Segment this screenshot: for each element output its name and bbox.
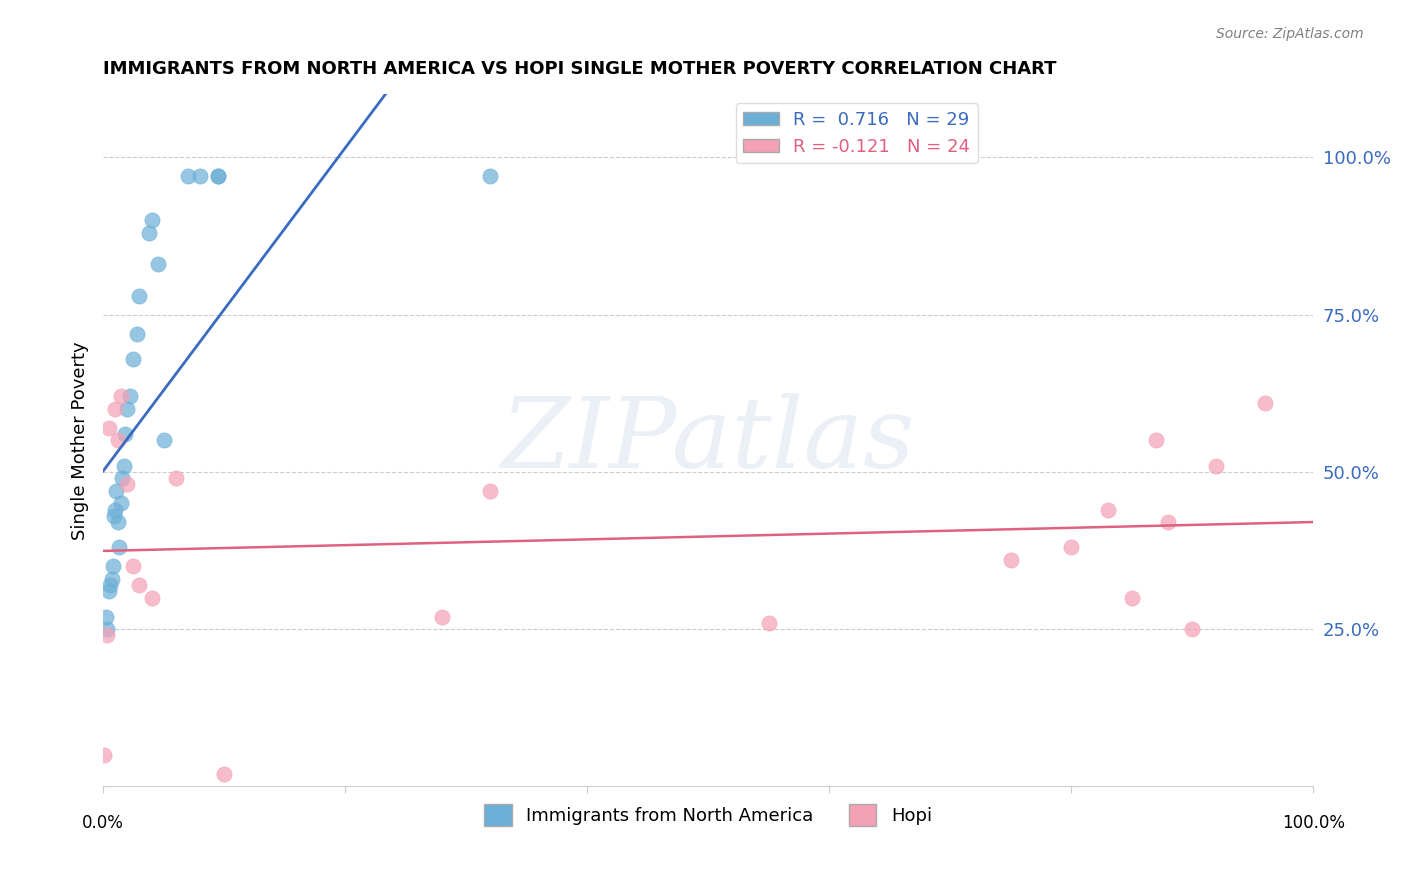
Point (100, 578, 122, 592)
Point (1097, 502, 1119, 516)
Point (1060, 541, 1083, 555)
Point (152, 434, 174, 448)
Point (479, 169, 502, 184)
Point (94, 609, 117, 624)
Point (128, 578, 150, 592)
Point (117, 402, 139, 417)
Point (98, 584, 121, 599)
Point (1144, 434, 1167, 448)
Text: IMMIGRANTS FROM NORTH AMERICA VS HOPI SINGLE MOTHER POVERTY CORRELATION CHART: IMMIGRANTS FROM NORTH AMERICA VS HOPI SI… (103, 60, 1057, 78)
Point (758, 615, 780, 630)
Point (1254, 395, 1277, 409)
Point (100, 572, 122, 586)
Point (104, 402, 127, 417)
Point (122, 559, 145, 574)
Point (111, 471, 134, 485)
Point (107, 434, 129, 448)
Point (93, 747, 115, 762)
Point (1157, 515, 1180, 529)
Point (141, 591, 163, 605)
Point (101, 559, 124, 574)
Point (207, 169, 229, 184)
Point (96, 622, 118, 636)
Point (177, 169, 200, 184)
Point (125, 326, 148, 341)
Point (1181, 622, 1204, 636)
Point (104, 502, 127, 516)
Point (117, 477, 139, 491)
Point (122, 351, 145, 366)
Point (1000, 553, 1022, 567)
Text: 100.0%: 100.0% (1282, 814, 1344, 832)
Point (1205, 458, 1227, 473)
Point (188, 169, 211, 184)
Point (146, 257, 169, 271)
Text: 0.0%: 0.0% (82, 814, 124, 832)
Y-axis label: Single Mother Poverty: Single Mother Poverty (72, 341, 89, 540)
Point (212, 767, 235, 781)
Point (165, 471, 187, 485)
Point (128, 289, 150, 303)
Point (98, 421, 121, 435)
Text: Source: ZipAtlas.com: Source: ZipAtlas.com (1216, 27, 1364, 41)
Point (138, 226, 160, 240)
Point (479, 483, 502, 498)
Legend: Immigrants from North America, Hopi: Immigrants from North America, Hopi (477, 797, 939, 833)
Point (207, 169, 229, 184)
Point (141, 213, 163, 227)
Point (112, 458, 135, 473)
Point (110, 496, 132, 510)
Point (110, 389, 132, 403)
Point (118, 389, 141, 403)
Point (105, 483, 128, 498)
Text: ZIPatlas: ZIPatlas (501, 392, 915, 488)
Point (107, 515, 129, 529)
Point (1121, 591, 1143, 605)
Point (103, 508, 125, 523)
Point (430, 609, 453, 624)
Point (108, 541, 131, 555)
Point (114, 427, 136, 442)
Point (96, 628, 118, 642)
